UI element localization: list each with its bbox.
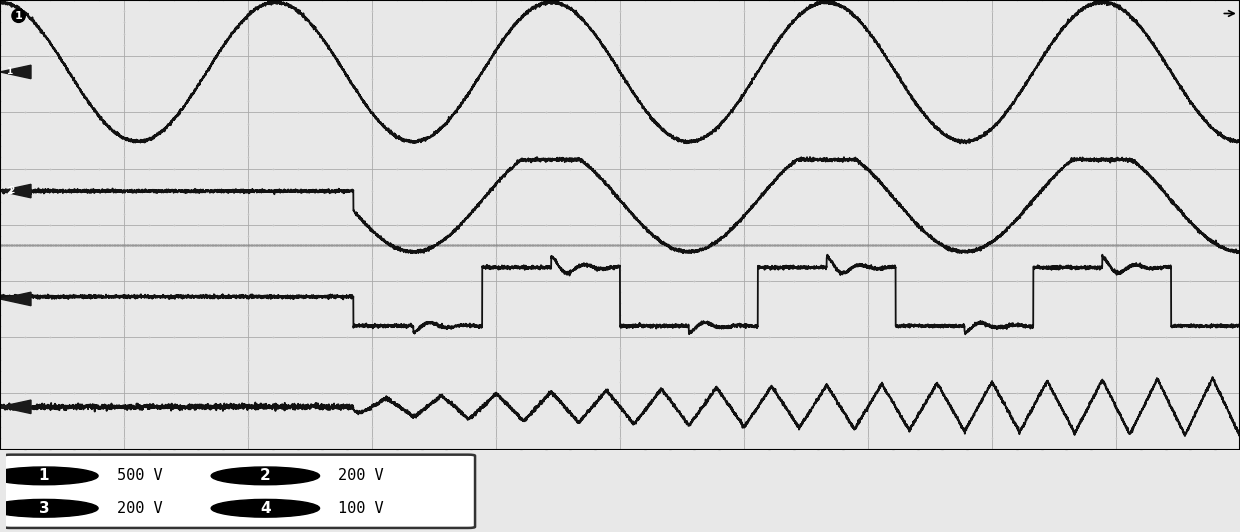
Text: 500 V: 500 V <box>117 468 162 484</box>
Text: 2: 2 <box>6 187 12 196</box>
Text: 1: 1 <box>15 11 22 21</box>
Circle shape <box>0 467 98 485</box>
FancyBboxPatch shape <box>4 455 475 528</box>
Text: 2: 2 <box>9 186 15 195</box>
Circle shape <box>211 500 320 517</box>
Text: 1: 1 <box>38 468 50 484</box>
Text: 1: 1 <box>6 68 12 77</box>
Polygon shape <box>0 292 31 306</box>
Text: 2: 2 <box>260 468 270 484</box>
Text: 100 V: 100 V <box>339 501 384 516</box>
Polygon shape <box>0 400 31 413</box>
Text: 3: 3 <box>38 501 50 516</box>
Text: 200 V: 200 V <box>339 468 384 484</box>
Circle shape <box>211 467 320 485</box>
Polygon shape <box>0 65 31 79</box>
Text: 200 V: 200 V <box>117 501 162 516</box>
Text: 4: 4 <box>260 501 270 516</box>
Circle shape <box>0 500 98 517</box>
Polygon shape <box>0 184 31 198</box>
